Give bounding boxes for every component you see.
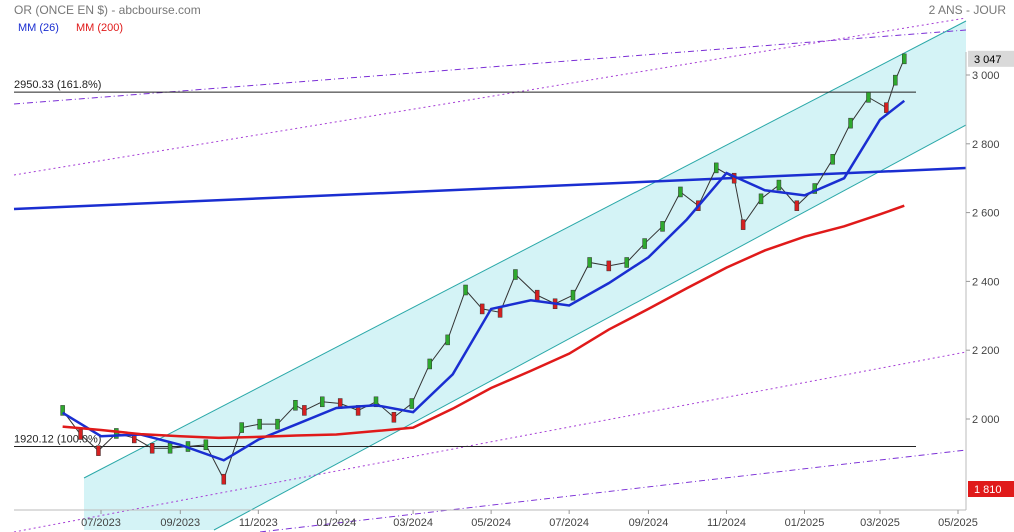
price-candle [513, 269, 518, 280]
price-candle [740, 219, 746, 230]
price-candle [293, 399, 298, 411]
x-tick-label: 07/2024 [549, 517, 589, 529]
price-candle [902, 53, 907, 65]
price-candle [570, 289, 576, 301]
price-candle [776, 179, 782, 191]
last-price-label: 3 047 [974, 54, 1002, 66]
price-candle [373, 396, 379, 408]
price-candle [587, 257, 592, 268]
price-candle [167, 442, 173, 454]
trend-line-dotted-upper [13, 17, 967, 176]
price-candle [445, 334, 450, 346]
price-candle [758, 193, 764, 205]
x-tick-label: 07/2023 [81, 517, 121, 529]
low-price-label: 1 810 [974, 484, 1002, 496]
price-candle [884, 102, 889, 113]
price-candle [275, 418, 280, 430]
x-tick-label: 01/2024 [316, 517, 356, 529]
price-candle [60, 405, 65, 416]
legend-item-ma26: MM (26) [18, 22, 59, 34]
y-tick-label: 2 600 [972, 208, 1000, 220]
price-candle [114, 428, 119, 439]
y-tick-label: 2 200 [972, 345, 1000, 357]
price-candle [848, 117, 853, 129]
regression-channel-fill [84, 21, 966, 530]
price-candle [534, 289, 540, 301]
price-candle [221, 473, 227, 485]
y-tick-label: 2 400 [972, 276, 1000, 288]
channel-lower-line [213, 124, 967, 531]
x-tick-label: 11/2024 [707, 517, 746, 529]
last-price-marker [968, 50, 1014, 67]
x-tick-label: 03/2024 [393, 517, 433, 529]
x-tick-label: 05/2025 [938, 517, 978, 529]
price-candle [427, 358, 432, 370]
channel-upper-line [83, 20, 967, 479]
price-candle [794, 200, 800, 211]
price-candle [497, 307, 503, 318]
long-trend-line [13, 166, 967, 211]
x-tick-label: 03/2025 [860, 517, 900, 529]
price-candle [96, 445, 101, 456]
legend-item-ma200: MM (200) [76, 22, 124, 34]
price-candle [257, 418, 262, 430]
price-candle [302, 405, 307, 416]
legend: MM (26) MM (200) [18, 22, 137, 34]
y-tick-label: 3 000 [972, 70, 1000, 82]
price-candle [463, 284, 468, 296]
price-candle [149, 442, 155, 454]
ma26-line [61, 99, 906, 462]
price-candle [479, 303, 485, 315]
x-tick-label: 09/2024 [629, 517, 669, 529]
x-tick-label: 11/2023 [239, 517, 278, 529]
x-tick-label: 01/2025 [785, 517, 825, 529]
y-tick-label: 2 000 [972, 414, 1000, 426]
price-candle [606, 260, 612, 272]
price-candle [866, 92, 871, 103]
fib-level-label-1: 1920.12 (100.0%) [14, 433, 101, 445]
low-price-marker [968, 481, 1014, 497]
price-candle [409, 398, 415, 409]
x-tick-label: 09/2023 [160, 517, 200, 529]
y-tick-label: 2 800 [972, 139, 1000, 151]
x-tick-label: 05/2024 [471, 517, 511, 529]
chart-title: OR (ONCE EN $) - abcbourse.com [14, 3, 201, 17]
price-candle [660, 221, 665, 232]
price-candle [893, 74, 898, 86]
trend-line-dashdot-lower [259, 449, 967, 532]
fib-level-label-0: 2950.33 (161.8%) [14, 79, 101, 91]
price-candle [203, 439, 209, 451]
price-candle [830, 154, 835, 165]
ma200-line [62, 204, 905, 440]
chart-period: 2 ANS - JOUR [928, 3, 1006, 17]
price-candle [624, 257, 629, 268]
price-candle [713, 162, 719, 174]
price-candle [320, 396, 325, 408]
price-candle [812, 183, 817, 194]
price-candle [678, 186, 683, 198]
trend-line-dotted-lower [13, 351, 967, 532]
price-candle [78, 429, 83, 440]
price-candle [239, 422, 244, 433]
price-candle [642, 238, 647, 249]
price-candle [391, 412, 397, 423]
